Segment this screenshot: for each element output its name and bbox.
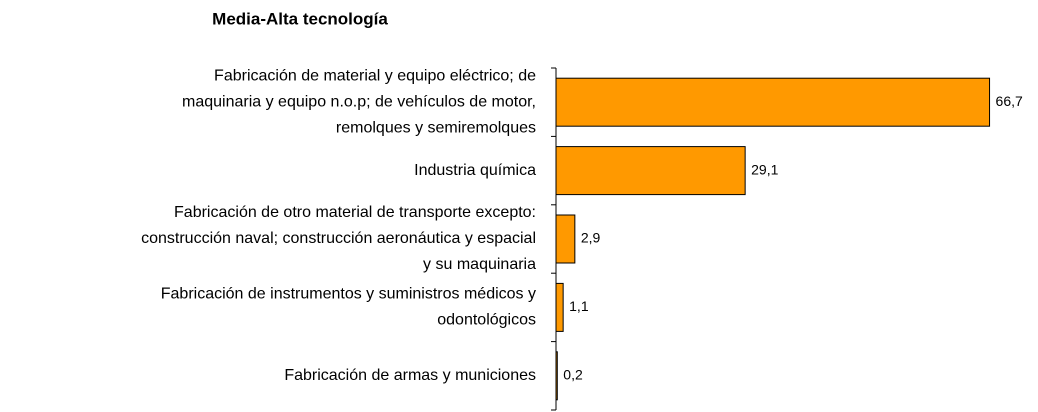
value-label: 0,2 (563, 367, 583, 383)
value-label: 2,9 (581, 230, 601, 246)
value-label: 66,7 (996, 93, 1023, 109)
chart-title: Media-Alta tecnología (212, 9, 388, 28)
value-label: 29,1 (751, 161, 778, 177)
value-label: 1,1 (569, 298, 589, 314)
y-tick-label: Fabricación de material y equipo eléctri… (214, 67, 536, 84)
bar (555, 146, 746, 196)
y-tick-label: construcción naval; construcción aeronáu… (141, 230, 536, 247)
bar (555, 214, 576, 264)
y-tick-label: Fabricación de otro material de transpor… (174, 204, 536, 221)
bar (555, 351, 558, 401)
y-tick-label: Fabricación de instrumentos y suministro… (161, 286, 536, 303)
y-tick-label: y su maquinaria (423, 256, 536, 273)
bar (555, 77, 991, 127)
y-tick-label: odontológicos (437, 312, 536, 329)
y-tick-label: Industria química (414, 162, 536, 179)
y-tick-label: maquinaria y equipo n.o.p; de vehículos … (182, 93, 536, 110)
y-tick-label: Fabricación de armas y municiones (284, 367, 536, 384)
bar (555, 282, 564, 332)
y-tick-label: remolques y semiremolques (336, 119, 536, 136)
